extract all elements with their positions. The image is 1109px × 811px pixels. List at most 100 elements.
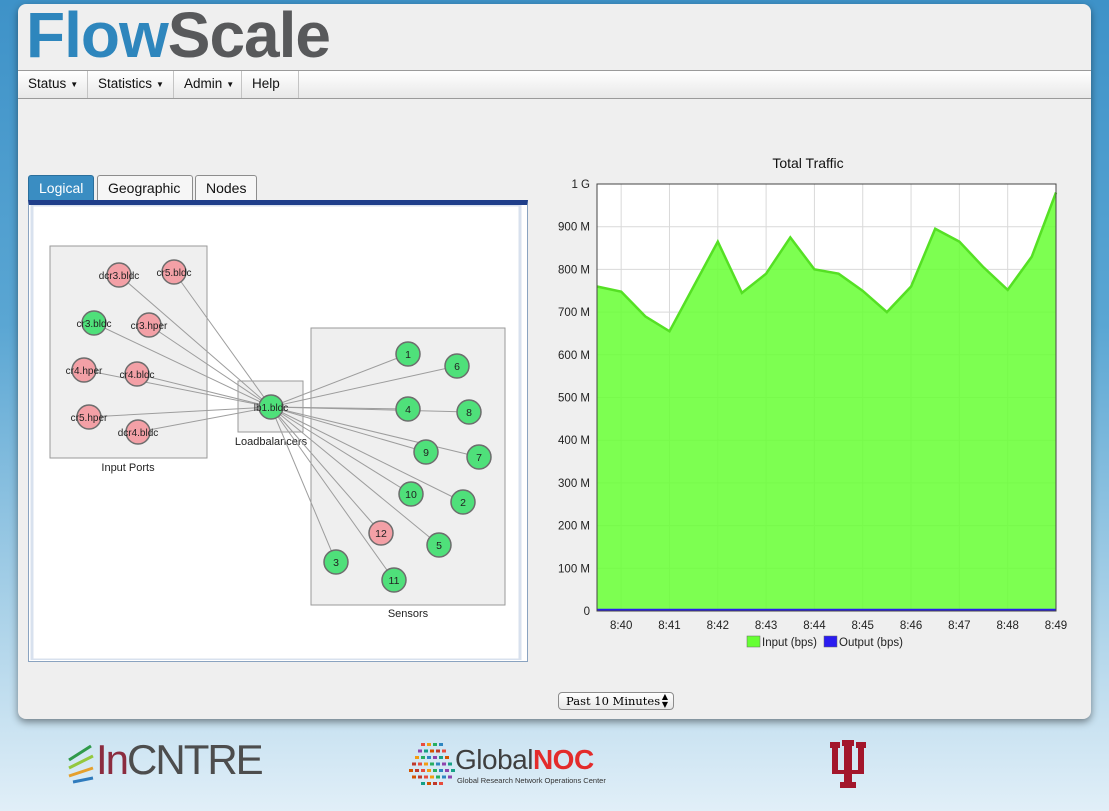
node-circle: [426, 532, 452, 558]
sensor-node[interactable]: 3: [323, 549, 349, 575]
gnoc-tagline: Global Research Network Operations Cente…: [457, 776, 606, 785]
input-port-node[interactable]: cr3.bldc: [76, 310, 112, 336]
menu-admin[interactable]: Admin ▼: [174, 71, 242, 98]
node-circle: [323, 549, 349, 575]
total-traffic-chart: Total Traffic 0 100 M 200 M 300 M 400 M 500 M…: [558, 155, 1067, 649]
x-tick-label: 8:46: [900, 620, 922, 632]
sensor-node[interactable]: 2: [450, 489, 476, 515]
input-port-node[interactable]: cr5.bldc: [156, 259, 192, 285]
topology-link: [136, 373, 272, 408]
legend-item: Output (bps): [823, 635, 903, 649]
chart-legend: Input (bps) Output (bps): [746, 635, 903, 649]
legend-swatch: [823, 635, 838, 648]
legend-label: Output (bps): [839, 637, 903, 649]
sensor-node[interactable]: 1: [395, 341, 421, 367]
iu-trident-shape: [830, 740, 866, 788]
y-tick-label: 700 M: [558, 307, 590, 319]
node-circle: [124, 361, 150, 387]
gnoc-global: Global: [455, 744, 533, 775]
sensor-node[interactable]: 10: [398, 481, 424, 507]
topology-link: [270, 406, 337, 563]
topology-graph: Input Ports Loadbalancers Sensors dcr3.b…: [30, 205, 522, 660]
tab-logical[interactable]: Logical: [28, 175, 94, 200]
input-port-node[interactable]: cr4.hper: [66, 357, 103, 383]
topology-nodes: dcr3.bldc cr5.bldc cr3.bldc cr3.hper cr4.hpe…: [66, 259, 492, 593]
sensor-node[interactable]: 12: [368, 520, 394, 546]
node-circle: [395, 341, 421, 367]
topology-link: [270, 406, 470, 413]
node-circle: [258, 394, 284, 420]
menu-statistics[interactable]: Statistics ▼: [88, 71, 174, 98]
menu-status[interactable]: Status ▼: [18, 71, 88, 98]
node-label: 7: [476, 452, 482, 464]
x-tick-label: 8:49: [1045, 620, 1067, 632]
incntre-rest: CNTRE: [127, 736, 264, 783]
node-circle: [398, 481, 424, 507]
gnoc-noc: NOC: [532, 744, 594, 775]
dropdown-caret-icon: ▼: [70, 80, 79, 89]
tab-logical-label: Logical: [39, 180, 84, 196]
node-circle: [161, 259, 187, 285]
x-tick-label: 8:44: [803, 620, 826, 632]
chart-title: Total Traffic: [772, 155, 843, 171]
x-tick-label: 8:41: [658, 620, 680, 632]
menu-help[interactable]: Help: [242, 71, 299, 98]
loadbalancer-node[interactable]: lb1.bldc: [254, 394, 288, 420]
app-logo[interactable]: FlowScale: [26, 0, 331, 72]
topology-link: [83, 369, 272, 408]
sensor-node[interactable]: 8: [456, 399, 482, 425]
group-label-sensors: Sensors: [388, 608, 429, 620]
node-label: 11: [389, 575, 400, 587]
node-label: 10: [405, 489, 417, 501]
incntre-swoosh-icon: [68, 744, 94, 784]
node-circle: [71, 357, 97, 383]
time-range-select[interactable]: Past 10 Minutes ▲ ▼: [558, 692, 674, 710]
sensor-node[interactable]: 6: [444, 353, 470, 379]
y-tick-label: 900 M: [558, 222, 590, 234]
node-circle: [368, 520, 394, 546]
globalnoc-globe-icon: [409, 743, 455, 785]
series-input-area: [597, 192, 1056, 611]
logo-part-flow: Flow: [26, 0, 169, 71]
y-tick-label: 800 M: [558, 264, 590, 276]
node-circle: [413, 439, 439, 465]
node-label: cr5.bldc: [156, 268, 191, 279]
node-label: 6: [454, 361, 460, 373]
x-tick-label: 8:45: [852, 620, 874, 632]
legend-item: Input (bps): [746, 635, 817, 649]
menu-help-label: Help: [252, 76, 280, 91]
input-port-node[interactable]: cr3.hper: [131, 312, 168, 338]
time-range-value: Past 10 Minutes: [566, 694, 661, 708]
input-port-node[interactable]: dcr3.bldc: [99, 262, 140, 288]
sensor-node[interactable]: 11: [381, 567, 407, 593]
sensor-node[interactable]: 9: [413, 439, 439, 465]
node-label: 1: [405, 349, 411, 361]
group-label-loadbalancers: Loadbalancers: [235, 436, 308, 448]
plot-border: [596, 183, 1057, 612]
node-circle: [456, 399, 482, 425]
input-port-node[interactable]: cr4.bldc: [119, 361, 155, 387]
node-circle: [450, 489, 476, 515]
node-label: cr5.hper: [71, 413, 108, 424]
input-port-node[interactable]: dcr4.bldc: [118, 419, 159, 445]
sensor-node[interactable]: 4: [395, 396, 421, 422]
node-label: dcr4.bldc: [118, 428, 159, 439]
y-tick-label: 1 G: [571, 179, 590, 191]
topology-link: [270, 365, 458, 408]
tab-nodes[interactable]: Nodes: [195, 175, 257, 200]
y-tick-label: 200 M: [558, 521, 590, 533]
legend-label: Input (bps): [762, 637, 817, 649]
menu-status-label: Status: [28, 76, 67, 91]
y-tick-label: 400 M: [558, 435, 590, 447]
menu-bar: Status ▼ Statistics ▼ Admin ▼ Help: [18, 70, 1091, 99]
sensor-node[interactable]: 7: [466, 444, 492, 470]
tab-geographic[interactable]: Geographic: [97, 175, 193, 200]
node-label: 3: [333, 557, 339, 569]
sensor-node[interactable]: 5: [426, 532, 452, 558]
y-tick-label: 600 M: [558, 350, 590, 362]
node-circle: [136, 312, 162, 338]
topology-link: [270, 406, 480, 458]
x-tick-label: 8:43: [755, 620, 777, 632]
node-circle: [81, 310, 107, 336]
input-port-node[interactable]: cr5.hper: [71, 404, 108, 430]
